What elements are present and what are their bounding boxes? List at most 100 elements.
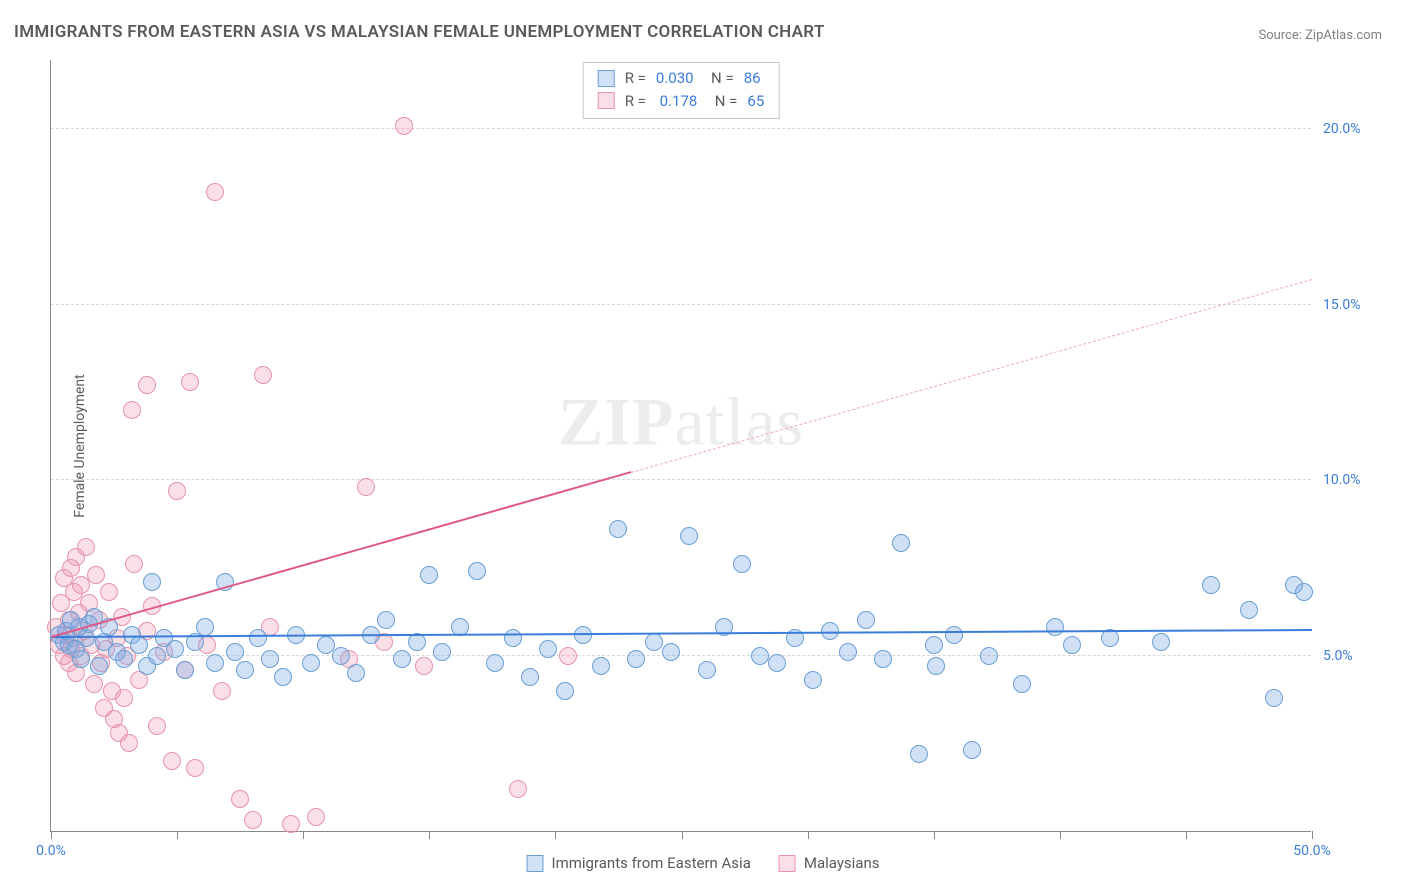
scatter-point xyxy=(627,650,645,668)
scatter-point xyxy=(87,566,105,584)
legend-n-value-b: 65 xyxy=(747,90,764,113)
x-tick-label: 50.0% xyxy=(1293,843,1331,859)
scatter-point xyxy=(395,117,413,135)
x-tick-mark xyxy=(555,831,556,839)
x-tick-mark xyxy=(303,831,304,839)
scatter-point xyxy=(120,734,138,752)
series-legend: Immigrants from Eastern Asia Malaysians xyxy=(527,854,880,872)
scatter-point xyxy=(274,668,292,686)
legend-n-label: N = xyxy=(704,67,734,90)
scatter-point xyxy=(1202,576,1220,594)
legend-r-label: R = xyxy=(625,90,646,113)
legend-n-label: N = xyxy=(707,90,737,113)
source-attribution: Source: ZipAtlas.com xyxy=(1258,28,1382,43)
scatter-point xyxy=(1240,601,1258,619)
scatter-point xyxy=(85,675,103,693)
scatter-point xyxy=(196,618,214,636)
scatter-point xyxy=(680,527,698,545)
legend-label-b: Malaysians xyxy=(804,854,880,872)
scatter-point xyxy=(163,752,181,770)
legend-label-a: Immigrants from Eastern Asia xyxy=(552,854,751,872)
scatter-point xyxy=(244,811,262,829)
scatter-point xyxy=(768,654,786,672)
scatter-point xyxy=(130,636,148,654)
swatch-series-b xyxy=(779,855,796,872)
scatter-point xyxy=(1046,618,1064,636)
scatter-point xyxy=(181,373,199,391)
scatter-point xyxy=(433,643,451,661)
x-tick-mark xyxy=(1312,831,1313,839)
scatter-point xyxy=(254,366,272,384)
scatter-point xyxy=(77,538,95,556)
scatter-point xyxy=(945,626,963,644)
scatter-point xyxy=(556,682,574,700)
scatter-point xyxy=(377,611,395,629)
scatter-point xyxy=(609,520,627,538)
scatter-point xyxy=(282,815,300,833)
x-tick-mark xyxy=(682,831,683,839)
scatter-point xyxy=(698,661,716,679)
x-tick-mark xyxy=(808,831,809,839)
scatter-point xyxy=(206,183,224,201)
plot-area: ZIPatlas R = 0.030 N = 86 R = 0.178 N = … xyxy=(50,60,1311,832)
legend-r-value-b: 0.178 xyxy=(656,90,697,113)
scatter-point xyxy=(521,668,539,686)
scatter-point xyxy=(393,650,411,668)
scatter-point xyxy=(662,643,680,661)
legend-row-series-a: R = 0.030 N = 86 xyxy=(598,67,765,90)
scatter-point xyxy=(415,657,433,675)
scatter-point xyxy=(176,661,194,679)
scatter-point xyxy=(486,654,504,672)
scatter-point xyxy=(115,689,133,707)
x-tick-mark xyxy=(1060,831,1061,839)
scatter-point xyxy=(468,562,486,580)
trendline xyxy=(51,629,1312,638)
scatter-point xyxy=(733,555,751,573)
scatter-point xyxy=(910,745,928,763)
scatter-point xyxy=(307,808,325,826)
x-tick-mark xyxy=(429,831,430,839)
scatter-point xyxy=(874,650,892,668)
scatter-point xyxy=(504,629,522,647)
scatter-point xyxy=(236,661,254,679)
scatter-point xyxy=(1265,689,1283,707)
scatter-point xyxy=(125,555,143,573)
scatter-point xyxy=(72,650,90,668)
scatter-point xyxy=(592,657,610,675)
scatter-point xyxy=(249,629,267,647)
scatter-point xyxy=(206,654,224,672)
scatter-point xyxy=(90,657,108,675)
scatter-point xyxy=(166,640,184,658)
scatter-point xyxy=(123,401,141,419)
x-tick-mark xyxy=(1186,831,1187,839)
scatter-point xyxy=(302,654,320,672)
scatter-point xyxy=(138,376,156,394)
x-tick-label: 0.0% xyxy=(36,843,66,859)
scatter-point xyxy=(804,671,822,689)
scatter-point xyxy=(839,643,857,661)
correlation-legend: R = 0.030 N = 86 R = 0.178 N = 65 xyxy=(583,62,780,119)
legend-n-value-a: 86 xyxy=(744,67,761,90)
scatter-point xyxy=(539,640,557,658)
scatter-point xyxy=(857,611,875,629)
scatter-point xyxy=(357,478,375,496)
legend-r-label: R = xyxy=(625,67,646,90)
legend-item-b: Malaysians xyxy=(779,854,880,872)
legend-r-value-a: 0.030 xyxy=(656,67,694,90)
scatter-point xyxy=(332,647,350,665)
scatter-point xyxy=(645,633,663,651)
legend-item-a: Immigrants from Eastern Asia xyxy=(527,854,751,872)
scatter-point xyxy=(751,647,769,665)
scatter-point xyxy=(186,759,204,777)
trendline xyxy=(51,471,632,638)
scatter-point xyxy=(892,534,910,552)
scatter-point xyxy=(168,482,186,500)
scatter-point xyxy=(100,583,118,601)
chart-title: IMMIGRANTS FROM EASTERN ASIA VS MALAYSIA… xyxy=(14,22,825,42)
legend-row-series-b: R = 0.178 N = 65 xyxy=(598,90,765,113)
swatch-series-a xyxy=(527,855,544,872)
y-tick-label: 20.0% xyxy=(1323,121,1383,137)
scatter-point xyxy=(1013,675,1031,693)
y-tick-label: 15.0% xyxy=(1323,297,1383,313)
scatter-point xyxy=(231,790,249,808)
